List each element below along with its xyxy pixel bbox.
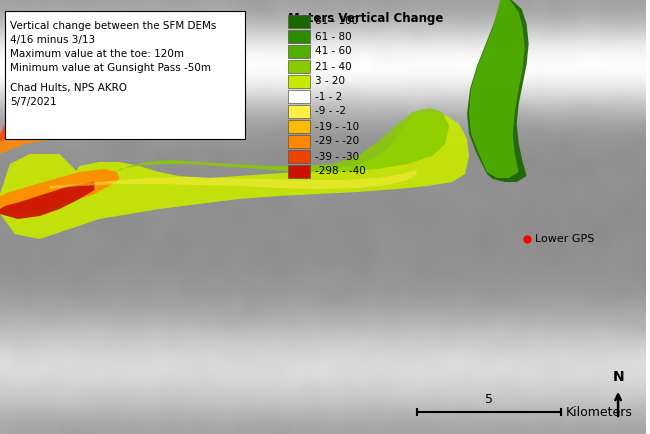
Bar bbox=[288, 120, 310, 133]
Bar bbox=[288, 135, 310, 148]
Bar bbox=[288, 105, 310, 118]
Bar bbox=[288, 45, 310, 58]
Polygon shape bbox=[49, 170, 417, 189]
Polygon shape bbox=[467, 0, 528, 182]
Polygon shape bbox=[0, 112, 469, 239]
Polygon shape bbox=[469, 0, 525, 178]
Text: 3 - 20: 3 - 20 bbox=[315, 76, 345, 86]
Text: N: N bbox=[612, 370, 624, 384]
Text: -29 - -20: -29 - -20 bbox=[315, 137, 359, 147]
Bar bbox=[288, 15, 310, 28]
Text: -19 - -10: -19 - -10 bbox=[315, 122, 359, 132]
Text: Minimum value at Gunsight Pass -50m: Minimum value at Gunsight Pass -50m bbox=[10, 63, 211, 73]
Polygon shape bbox=[0, 169, 119, 212]
Bar bbox=[288, 90, 310, 103]
Text: -39 - -30: -39 - -30 bbox=[315, 151, 359, 161]
Text: Lower GPS: Lower GPS bbox=[534, 234, 594, 244]
Text: -1 - 2: -1 - 2 bbox=[315, 92, 343, 102]
Text: Maximum value at the toe: 120m: Maximum value at the toe: 120m bbox=[10, 49, 184, 59]
Text: 5: 5 bbox=[486, 393, 493, 406]
Text: -298 - -40: -298 - -40 bbox=[315, 167, 366, 177]
Text: 61 - 80: 61 - 80 bbox=[315, 32, 352, 42]
Text: 5/7/2021: 5/7/2021 bbox=[10, 97, 57, 107]
Bar bbox=[288, 75, 310, 88]
Text: Meters Vertical Change: Meters Vertical Change bbox=[288, 12, 443, 25]
Text: 21 - 40: 21 - 40 bbox=[315, 62, 352, 72]
Text: -9 - -2: -9 - -2 bbox=[315, 106, 346, 116]
Text: 4/16 minus 3/13: 4/16 minus 3/13 bbox=[10, 35, 95, 45]
Bar bbox=[288, 30, 310, 43]
Bar bbox=[288, 165, 310, 178]
Polygon shape bbox=[117, 108, 449, 172]
Text: Chad Hults, NPS AKRO: Chad Hults, NPS AKRO bbox=[10, 83, 127, 93]
Bar bbox=[288, 60, 310, 73]
Text: Vertical change between the SFM DEMs: Vertical change between the SFM DEMs bbox=[10, 21, 216, 31]
Text: 81 - 100: 81 - 100 bbox=[315, 16, 358, 26]
Text: 41 - 60: 41 - 60 bbox=[315, 46, 352, 56]
Text: Kilometers: Kilometers bbox=[566, 405, 632, 418]
Polygon shape bbox=[0, 92, 124, 154]
Polygon shape bbox=[0, 182, 94, 219]
Bar bbox=[288, 150, 310, 163]
Polygon shape bbox=[0, 94, 107, 142]
Bar bbox=[5, 11, 246, 139]
